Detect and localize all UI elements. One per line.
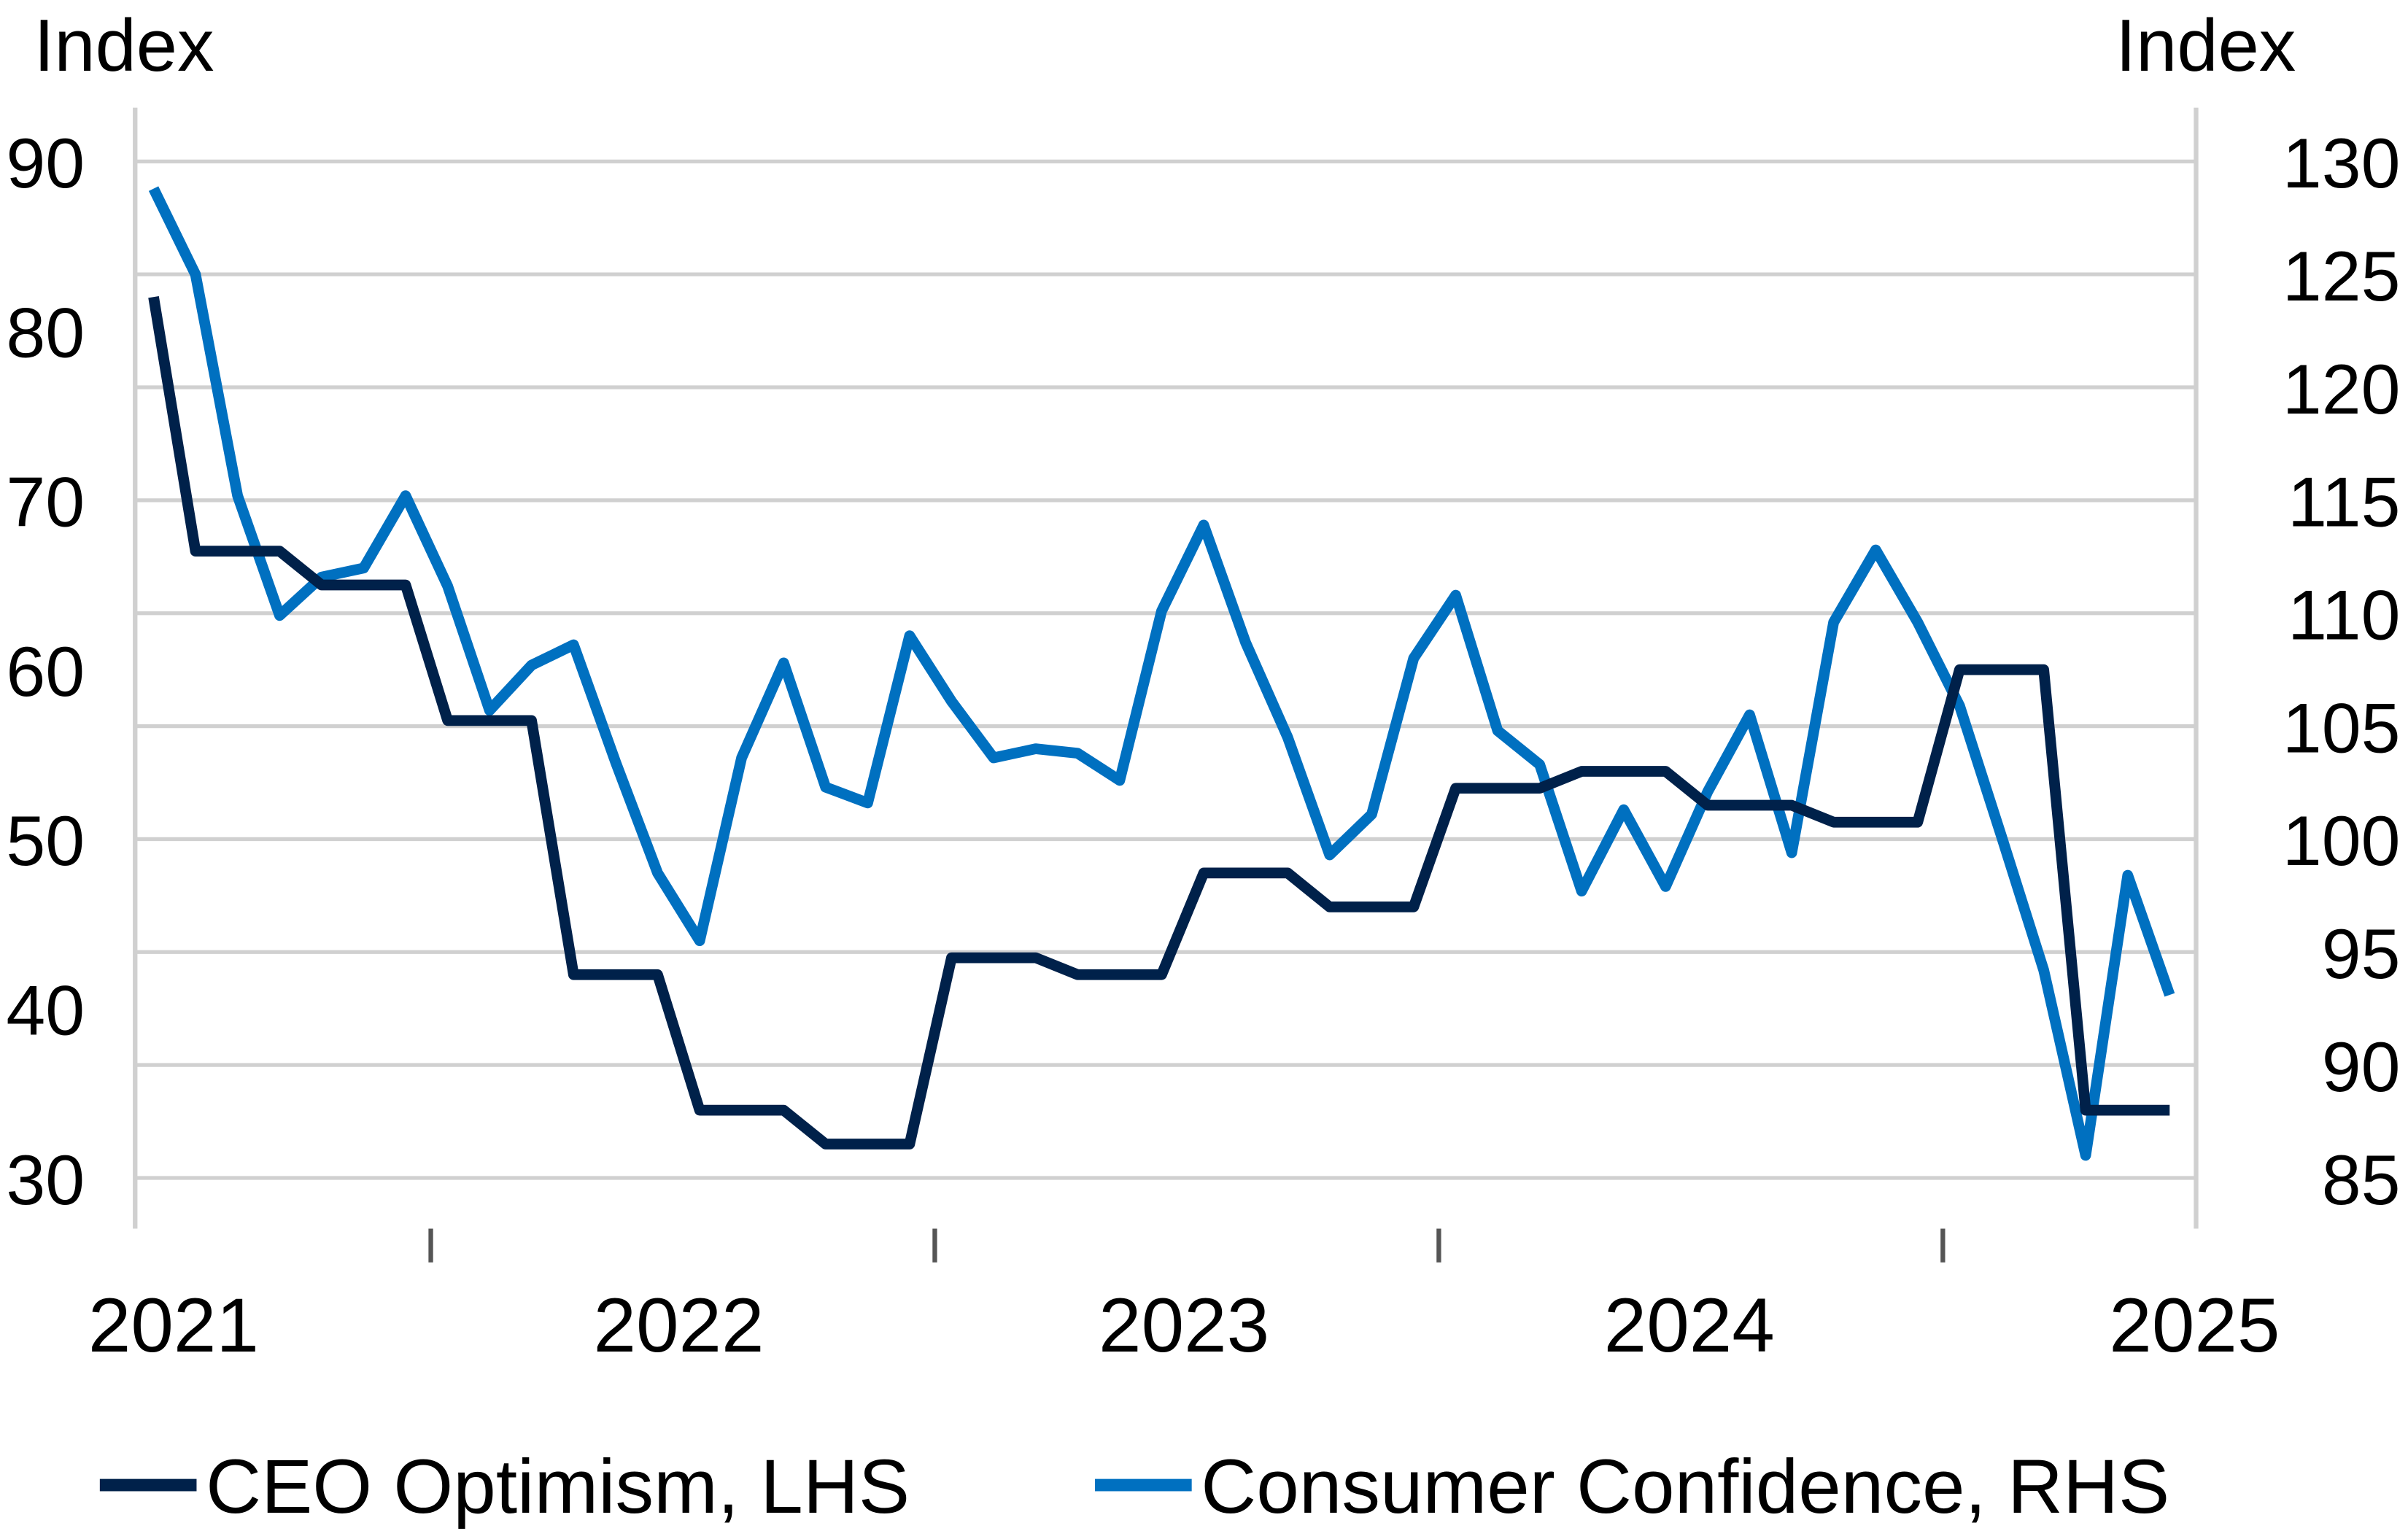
left-tick-label: 40: [6, 971, 85, 1050]
right-tick-label: 95: [2322, 914, 2401, 993]
right-tick-label: 130: [2283, 123, 2401, 203]
x-tick-labels: 2021 2022 2023 2024 2025: [88, 1283, 2280, 1368]
right-axis-label: Index: [2115, 5, 2296, 87]
left-tick-label: 90: [6, 123, 85, 203]
left-tick-label: 70: [6, 462, 85, 542]
right-tick-label: 125: [2283, 236, 2401, 316]
gridlines: [135, 159, 2196, 1180]
x-tick-label: 2023: [1099, 1283, 1269, 1368]
left-axis-label: Index: [34, 5, 214, 87]
right-tick-label: 120: [2283, 349, 2401, 429]
legend-label-consumer-confidence: Consumer Confidence, RHS: [1201, 1444, 2169, 1530]
right-tick-label: 110: [2288, 575, 2400, 655]
left-tick-label: 50: [6, 801, 85, 880]
right-tick-labels: 130 125 120 115 110 105 100 95 90 85: [2283, 123, 2401, 1220]
right-tick-label: 100: [2283, 801, 2401, 880]
right-tick-label: 85: [2322, 1140, 2401, 1220]
consumer-confidence-line: [148, 186, 2175, 1161]
right-tick-label: 90: [2322, 1027, 2401, 1106]
x-tick-label: 2025: [2109, 1283, 2280, 1368]
legend-label-ceo-optimism: CEO Optimism, LHS: [206, 1444, 910, 1530]
right-tick-label: 105: [2283, 688, 2401, 767]
x-axis-ticks: [428, 1228, 1946, 1263]
ceo-optimism-line: [148, 296, 2170, 1150]
right-tick-label: 115: [2288, 462, 2400, 542]
series-lines: [148, 186, 2175, 1161]
left-tick-label: 80: [6, 292, 85, 372]
left-tick-label: 30: [6, 1140, 85, 1220]
x-tick-label: 2021: [88, 1283, 259, 1368]
left-tick-label: 60: [6, 632, 85, 711]
legend: CEO Optimism, LHS Consumer Confidence, R…: [99, 1444, 2169, 1530]
x-tick-label: 2022: [593, 1283, 764, 1368]
left-tick-labels: 90 80 70 60 50 40 30: [6, 123, 85, 1220]
x-tick-label: 2024: [1604, 1283, 1775, 1368]
